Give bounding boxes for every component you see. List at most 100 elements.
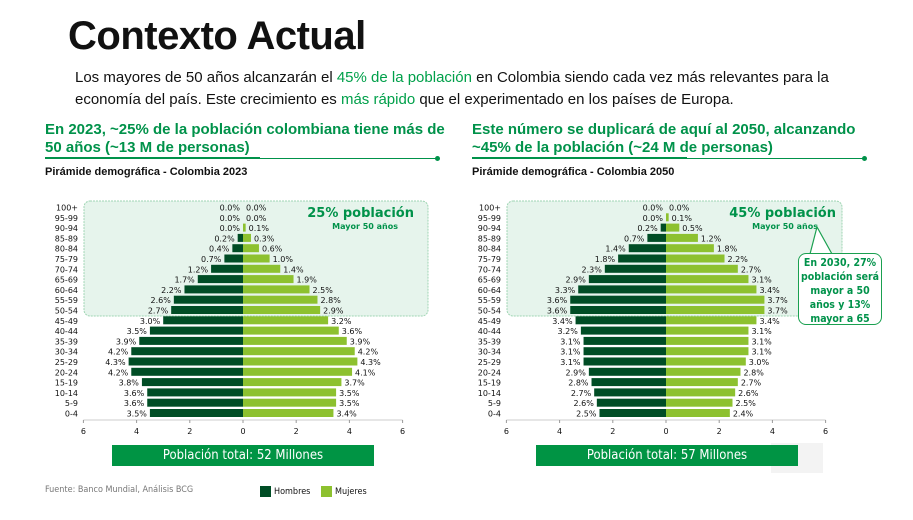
label-men: 3.0%	[140, 317, 161, 326]
bar-women	[666, 347, 749, 356]
age-label: 55-59	[478, 296, 501, 305]
label-men: 2.9%	[566, 368, 587, 377]
bar-women	[243, 367, 353, 376]
label-women: 4.1%	[355, 368, 376, 377]
label-men: 2.9%	[566, 276, 587, 285]
label-women: 1.4%	[283, 265, 304, 274]
x-tick-label: 2	[717, 427, 722, 436]
x-tick-label: 2	[187, 427, 192, 436]
bar-women	[666, 264, 738, 273]
bar-men	[660, 223, 666, 232]
bar-women	[666, 213, 669, 222]
label-women: 1.0%	[273, 255, 294, 264]
bar-men	[184, 285, 243, 294]
label-men: 3.4%	[552, 317, 573, 326]
label-men: 0.7%	[201, 255, 222, 264]
right-highlight-title: 45% población	[729, 206, 836, 221]
label-men: 4.3%	[105, 358, 126, 367]
bar-men	[580, 326, 666, 335]
age-label: 50-54	[55, 307, 78, 316]
x-tick-label: 4	[134, 427, 139, 436]
label-men: 2.3%	[581, 265, 602, 274]
age-label: 45-49	[55, 317, 78, 326]
label-women: 1.9%	[297, 276, 318, 285]
legend-swatch-women	[321, 486, 332, 497]
label-men: 2.6%	[574, 399, 595, 408]
label-men: 1.4%	[605, 245, 626, 254]
left-caption: Pirámide demográfica - Colombia 2023	[45, 166, 248, 178]
label-men: 2.7%	[571, 389, 592, 398]
x-tick-label: 0	[663, 427, 668, 436]
age-label: 30-34	[478, 348, 501, 357]
legend-swatch-men	[260, 486, 271, 497]
bar-men	[588, 367, 666, 376]
bar-women	[666, 244, 714, 253]
label-women: 3.1%	[751, 348, 772, 357]
age-label: 70-74	[55, 265, 78, 274]
age-label: 0-4	[488, 410, 501, 419]
label-men: 3.6%	[124, 389, 145, 398]
label-women: 2.4%	[733, 410, 754, 419]
legend-men: Hombres	[260, 486, 310, 497]
age-label: 55-59	[55, 296, 78, 305]
label-men: 1.2%	[188, 265, 209, 274]
label-women: 2.7%	[741, 265, 762, 274]
label-women: 2.7%	[741, 379, 762, 388]
label-women: 4.2%	[358, 348, 379, 357]
age-label: 15-19	[55, 379, 78, 388]
age-label: 5-9	[488, 399, 501, 408]
age-label: 40-44	[55, 327, 78, 336]
label-women: 0.3%	[254, 234, 275, 243]
bar-men	[570, 295, 666, 304]
bar-men	[583, 336, 666, 345]
age-label: 85-89	[478, 234, 501, 243]
bar-men	[232, 244, 243, 253]
label-men: 1.7%	[174, 276, 195, 285]
bar-women	[243, 357, 358, 366]
age-label: 65-69	[55, 276, 78, 285]
right-total-banner: Población total: 57 Millones	[536, 445, 798, 466]
age-label: 75-79	[55, 255, 78, 264]
age-label: 80-84	[55, 245, 78, 254]
bar-men	[583, 357, 666, 366]
label-women: 3.1%	[751, 327, 772, 336]
bar-men	[131, 367, 243, 376]
right-subtitle: Este número se duplicará de aquí al 2050…	[472, 121, 856, 156]
label-men: 3.1%	[560, 348, 581, 357]
bar-women	[666, 223, 680, 232]
label-men: 3.6%	[547, 296, 568, 305]
label-men: 0.0%	[643, 214, 664, 223]
age-label: 10-14	[55, 389, 78, 398]
bar-women	[666, 367, 741, 376]
bar-men	[628, 244, 666, 253]
label-women: 2.9%	[323, 307, 344, 316]
age-label: 60-64	[55, 286, 78, 295]
label-women: 2.5%	[313, 286, 334, 295]
label-men: 0.0%	[220, 224, 241, 233]
bar-men	[197, 275, 243, 284]
bar-women	[243, 306, 321, 314]
label-men: 1.8%	[595, 255, 616, 264]
bar-men	[139, 336, 243, 345]
label-women: 3.6%	[342, 327, 363, 336]
bar-men	[618, 254, 666, 263]
age-label: 50-54	[478, 307, 501, 316]
bar-men	[604, 264, 666, 273]
bar-women	[243, 285, 310, 294]
bar-women	[243, 388, 337, 397]
age-label: 65-69	[478, 276, 501, 285]
intro-text: Los mayores de 50 años alcanzarán el 45%…	[75, 67, 875, 111]
bar-men	[171, 306, 243, 314]
label-women: 3.4%	[336, 410, 357, 419]
label-women: 0.6%	[262, 245, 283, 254]
label-women: 2.6%	[738, 389, 759, 398]
label-men: 2.8%	[568, 379, 589, 388]
age-label: 35-39	[55, 337, 78, 346]
label-women: 0.1%	[249, 224, 270, 233]
callout-note: En 2030, 27% población será mayor a 50 a…	[798, 253, 882, 325]
bar-women	[243, 316, 329, 325]
label-men: 3.1%	[560, 358, 581, 367]
bar-women	[666, 336, 749, 345]
bar-women	[243, 264, 281, 273]
bar-men	[149, 326, 243, 335]
